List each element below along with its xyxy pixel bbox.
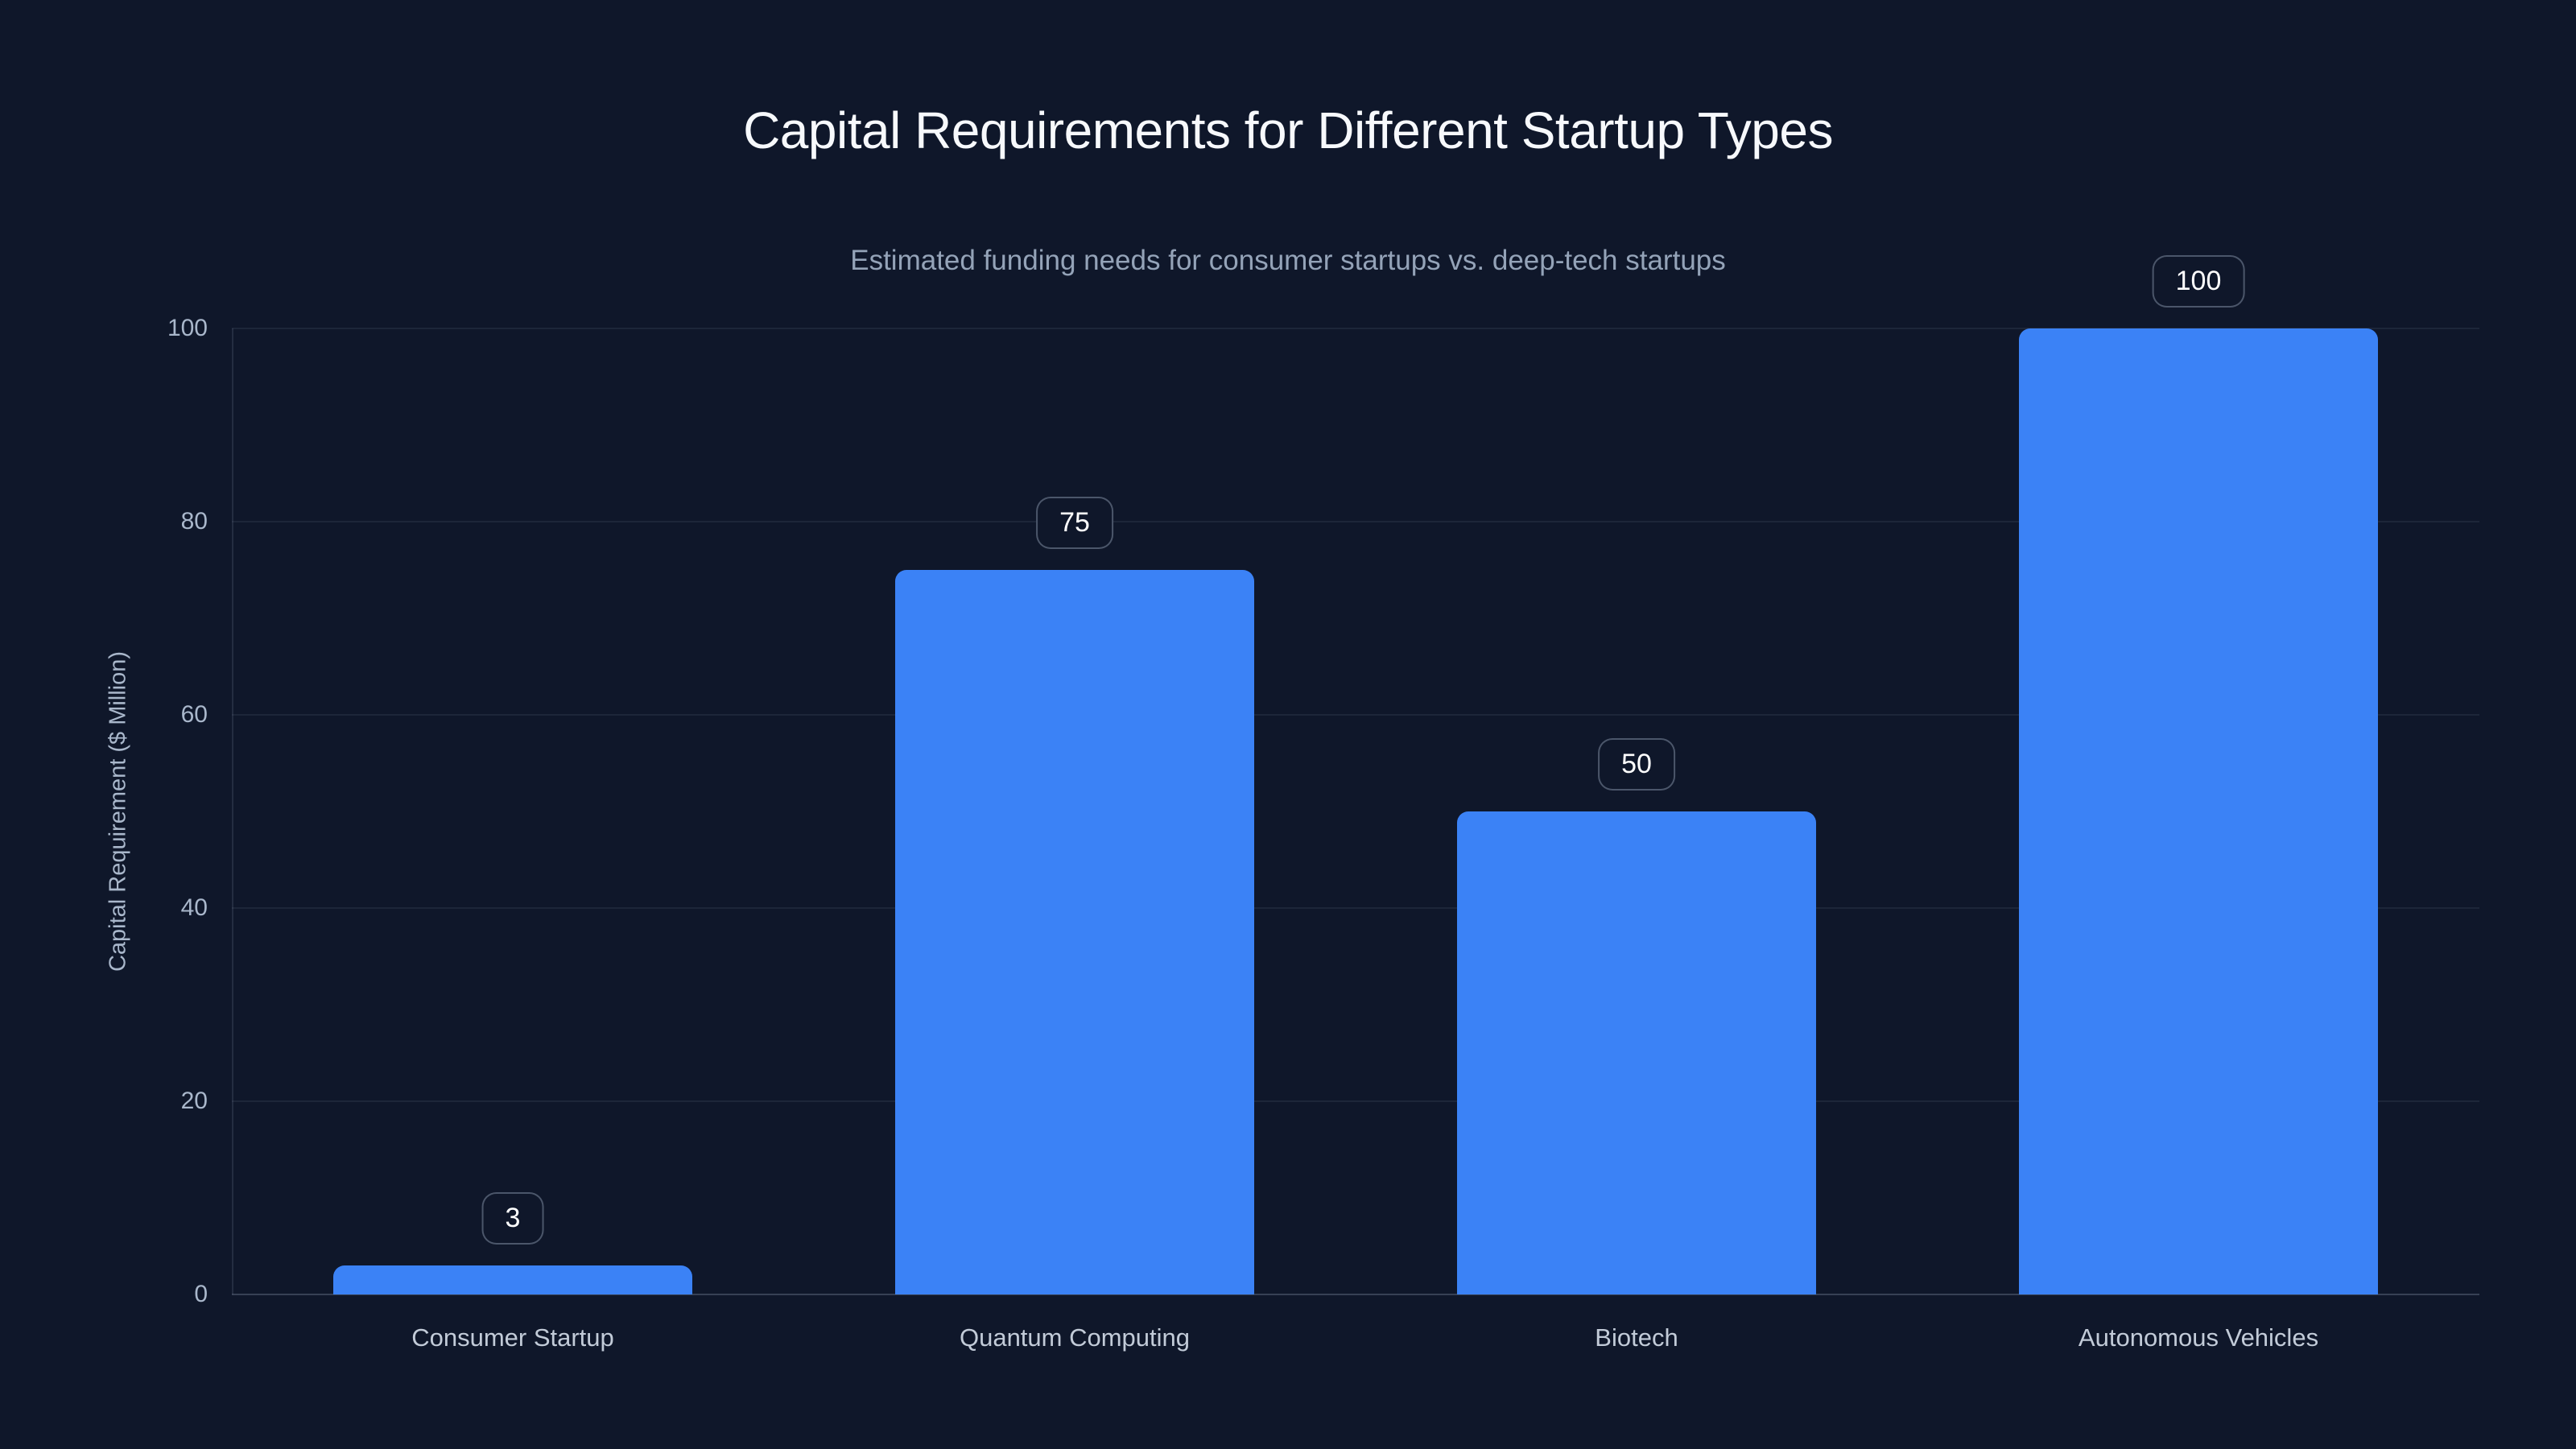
y-tick-label: 20 bbox=[180, 1088, 208, 1114]
x-category-label: Quantum Computing bbox=[959, 1323, 1191, 1352]
y-tick-label: 80 bbox=[180, 508, 208, 535]
x-axis-line bbox=[232, 1294, 2479, 1295]
y-tick-label: 100 bbox=[167, 315, 208, 341]
gridline bbox=[232, 714, 2479, 716]
x-category-label: Autonomous Vehicles bbox=[2078, 1323, 2319, 1352]
gridline bbox=[232, 521, 2479, 522]
y-axis-line bbox=[232, 328, 233, 1294]
gridline bbox=[232, 328, 2479, 329]
y-tick-label: 60 bbox=[180, 701, 208, 728]
chart-subtitle: Estimated funding needs for consumer sta… bbox=[850, 245, 1726, 276]
bar[interactable] bbox=[2019, 328, 2378, 1294]
bar-value-badge: 50 bbox=[1598, 738, 1675, 791]
bar-value-badge: 75 bbox=[1036, 497, 1113, 549]
bar[interactable] bbox=[895, 570, 1254, 1294]
x-category-label: Consumer Startup bbox=[411, 1323, 614, 1352]
bar-value-badge: 3 bbox=[481, 1192, 544, 1245]
bar[interactable] bbox=[333, 1265, 692, 1294]
y-axis-label: Capital Requirement ($ Million) bbox=[105, 650, 131, 972]
bar-value-badge: 100 bbox=[2152, 255, 2245, 308]
gridline bbox=[232, 907, 2479, 909]
y-tick-label: 40 bbox=[180, 894, 208, 921]
y-tick-label: 0 bbox=[194, 1281, 208, 1307]
x-category-label: Biotech bbox=[1595, 1323, 1678, 1352]
chart-title: Capital Requirements for Different Start… bbox=[743, 101, 1833, 159]
gridline bbox=[232, 1100, 2479, 1102]
bar[interactable] bbox=[1457, 811, 1816, 1294]
